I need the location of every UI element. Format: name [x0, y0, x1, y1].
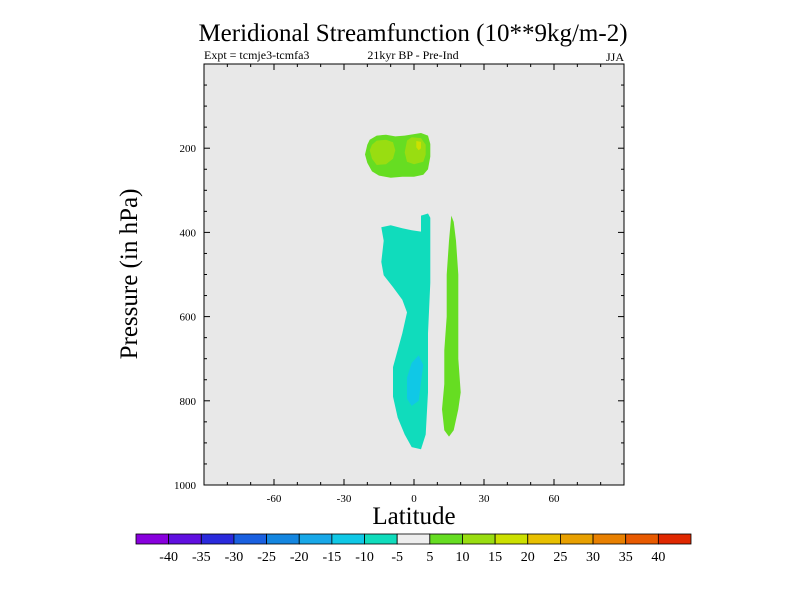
x-tick-label: -60 [267, 493, 282, 505]
colorbar-swatch [462, 533, 496, 545]
colorbar-label: -5 [391, 550, 403, 565]
x-tick-label: 0 [411, 493, 417, 505]
colorbar-label: 30 [586, 550, 600, 565]
colorbar-label: 10 [455, 550, 469, 565]
colorbar-label: -40 [159, 550, 178, 565]
y-tick-label: 200 [180, 143, 197, 155]
colorbar-swatch [657, 533, 692, 545]
colorbar-swatch [266, 533, 300, 545]
colorbar-swatch [560, 533, 594, 545]
colorbar-label: -20 [290, 550, 309, 565]
y-axis-label: Pressure (in hPa) [116, 189, 143, 360]
x-tick-label: 30 [479, 493, 491, 505]
colorbar-label: -15 [323, 550, 342, 565]
contour-regions [365, 133, 461, 450]
y-tick-label: 600 [180, 312, 197, 324]
colorbar-label: 15 [488, 550, 502, 565]
colorbar-swatch [429, 533, 463, 545]
chart-title: Meridional Streamfunction (10**9kg/m-2) [198, 20, 627, 47]
colorbar-label: -25 [257, 550, 276, 565]
colorbar-swatch [364, 533, 398, 545]
contour-region-1 [369, 139, 396, 165]
colorbar-swatch [233, 533, 267, 545]
colorbar: -40 -35 -30 -25 -20 -15 -10 -5 5 10 15 20 25 30 35 40 [135, 533, 692, 565]
colorbar-swatch [298, 533, 333, 545]
chart-subtitle-right: JJA [606, 50, 624, 64]
colorbar-swatch [494, 533, 529, 545]
y-tick-label: 1000 [174, 480, 197, 492]
colorbar-label: 40 [651, 550, 665, 565]
colorbar-label: 25 [553, 550, 567, 565]
x-tick-label: -30 [337, 493, 352, 505]
colorbar-swatch [527, 533, 561, 545]
axis-ticks [203, 63, 625, 486]
colorbar-swatch [200, 533, 235, 545]
colorbar-label: 20 [521, 550, 535, 565]
plot-area [203, 63, 625, 486]
x-tick-label: 60 [549, 493, 561, 505]
colorbar-swatch [168, 533, 202, 545]
y-tick-label: 800 [180, 396, 197, 408]
chart-subtitle-left: Expt = tcmje3-tcmfa3 [204, 48, 309, 62]
contour-region-2 [404, 137, 426, 165]
colorbar-label: -10 [355, 550, 374, 565]
x-axis-label: Latitude [372, 503, 455, 530]
colorbar-swatch [135, 533, 170, 545]
colorbar-swatch [625, 533, 659, 545]
contour-region-3 [416, 141, 421, 151]
colorbar-label: 35 [619, 550, 633, 565]
colorbar-label: 5 [426, 550, 433, 565]
colorbar-swatch [331, 533, 365, 545]
chart-subtitle-center: 21kyr BP - Pre-Ind [367, 48, 458, 62]
colorbar-swatch [592, 533, 627, 545]
colorbar-label: -30 [225, 550, 244, 565]
contour-region-5 [407, 355, 424, 406]
colorbar-label: -35 [192, 550, 211, 565]
contour-region-6 [442, 215, 461, 437]
colorbar-swatch [396, 533, 431, 545]
y-tick-label: 400 [180, 227, 197, 239]
